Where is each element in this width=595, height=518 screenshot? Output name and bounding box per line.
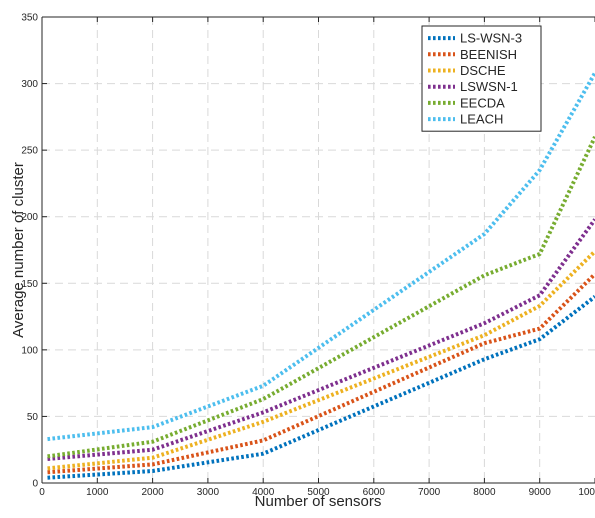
legend-label: LS-WSN-3 [460,31,522,46]
y-tick-label: 100 [21,345,38,356]
y-tick-label: 50 [27,412,39,423]
y-axis-title: Average number of cluster [10,162,27,338]
y-tick-label: 350 [21,13,38,24]
x-tick-label: 2000 [141,487,164,498]
legend-label: LSWSN-1 [460,79,518,94]
legend-label: DSCHE [460,63,506,78]
legend-label: EECDA [460,95,505,110]
x-tick-label: 9000 [529,487,552,498]
y-tick-label: 250 [21,146,38,157]
x-tick-label: 1000 [86,487,109,498]
x-tick-label: 0 [39,487,45,498]
x-tick-label: 100 [578,487,595,498]
x-tick-label: 7000 [418,487,441,498]
legend-label: LEACH [460,112,503,127]
y-tick-label: 300 [21,79,38,90]
x-tick-label: 8000 [473,487,496,498]
y-tick-label: 0 [32,479,38,490]
x-axis-title: Number of sensors [255,493,382,510]
legend-label: BEENISH [460,47,517,62]
x-tick-label: 3000 [197,487,220,498]
